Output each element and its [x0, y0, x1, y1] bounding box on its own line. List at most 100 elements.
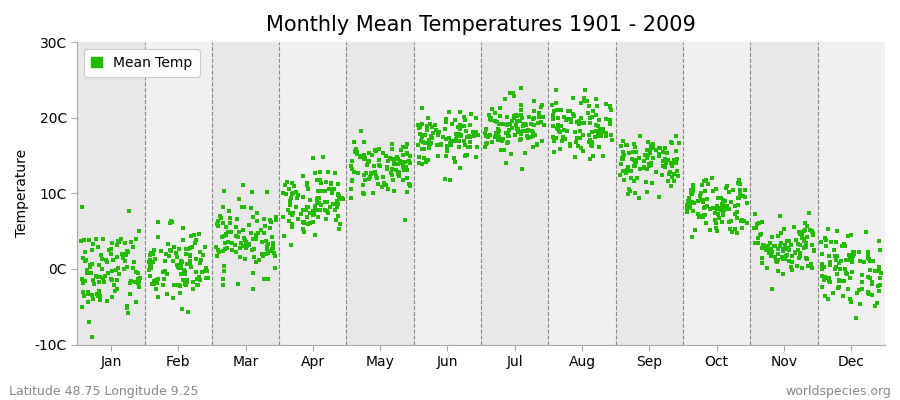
Point: [310, 214, 325, 220]
Point: [310, 199, 324, 206]
Point: [283, 185, 297, 192]
Point: [776, 246, 790, 252]
Point: [764, 249, 778, 255]
Point: [230, 216, 245, 222]
Point: [818, 243, 832, 250]
Point: [581, 132, 596, 138]
Point: [126, 244, 140, 250]
Point: [133, 274, 148, 281]
Point: [213, 214, 228, 221]
Point: [526, 130, 541, 136]
Point: [484, 115, 499, 122]
Point: [731, 195, 745, 202]
Point: [805, 228, 819, 234]
Point: [805, 264, 819, 271]
Point: [834, 258, 849, 264]
Point: [500, 131, 515, 137]
Point: [793, 231, 807, 237]
Point: [368, 147, 382, 153]
Point: [344, 162, 358, 169]
Point: [171, 262, 185, 268]
Point: [126, 265, 140, 272]
Point: [659, 160, 673, 166]
Point: [83, 263, 97, 270]
Point: [257, 216, 272, 222]
Point: [296, 218, 310, 225]
Point: [604, 107, 618, 114]
Point: [448, 138, 463, 144]
Point: [633, 166, 647, 172]
Point: [295, 226, 310, 232]
Point: [239, 245, 254, 251]
Point: [730, 209, 744, 215]
Point: [385, 140, 400, 147]
Point: [422, 136, 436, 143]
Point: [115, 251, 130, 257]
Point: [410, 122, 425, 128]
Point: [826, 247, 841, 254]
Point: [415, 104, 429, 111]
Point: [219, 231, 233, 237]
Point: [781, 245, 796, 252]
Point: [344, 186, 358, 193]
Point: [771, 245, 786, 252]
Point: [706, 205, 721, 212]
Point: [755, 219, 770, 225]
Point: [844, 298, 859, 305]
Point: [439, 152, 454, 159]
Point: [817, 292, 832, 299]
Point: [178, 281, 193, 288]
Point: [585, 114, 599, 120]
Point: [688, 199, 702, 206]
Point: [641, 139, 655, 146]
Point: [176, 276, 190, 283]
Point: [417, 146, 431, 152]
Point: [93, 293, 107, 299]
Point: [768, 254, 782, 260]
Point: [615, 156, 629, 162]
Point: [666, 156, 680, 163]
Point: [841, 233, 855, 239]
Point: [291, 192, 305, 199]
Point: [222, 220, 237, 226]
Point: [714, 195, 728, 202]
Point: [584, 143, 598, 149]
Point: [184, 264, 198, 270]
Point: [281, 207, 295, 214]
Point: [526, 98, 541, 104]
Point: [688, 227, 702, 233]
Point: [732, 177, 746, 184]
Point: [378, 182, 392, 188]
Point: [716, 208, 730, 214]
Point: [667, 171, 681, 178]
Point: [620, 166, 634, 173]
Point: [759, 243, 773, 249]
Point: [665, 161, 680, 167]
Point: [361, 158, 375, 165]
Point: [266, 240, 280, 246]
Point: [412, 125, 427, 132]
Point: [456, 114, 471, 121]
Point: [120, 303, 134, 309]
Point: [582, 138, 597, 145]
Point: [532, 110, 546, 117]
Point: [596, 152, 610, 159]
Point: [661, 157, 675, 163]
Point: [283, 198, 297, 204]
Point: [768, 243, 782, 250]
Point: [701, 180, 716, 187]
Point: [430, 153, 445, 159]
Point: [699, 177, 714, 184]
Point: [502, 90, 517, 96]
Point: [396, 167, 410, 174]
Point: [626, 148, 640, 155]
Point: [400, 174, 415, 181]
Point: [345, 158, 359, 164]
Point: [801, 263, 815, 270]
Point: [691, 210, 706, 217]
Point: [321, 186, 336, 192]
Point: [422, 145, 436, 151]
Point: [463, 144, 477, 150]
Point: [517, 121, 531, 127]
Point: [248, 259, 263, 265]
